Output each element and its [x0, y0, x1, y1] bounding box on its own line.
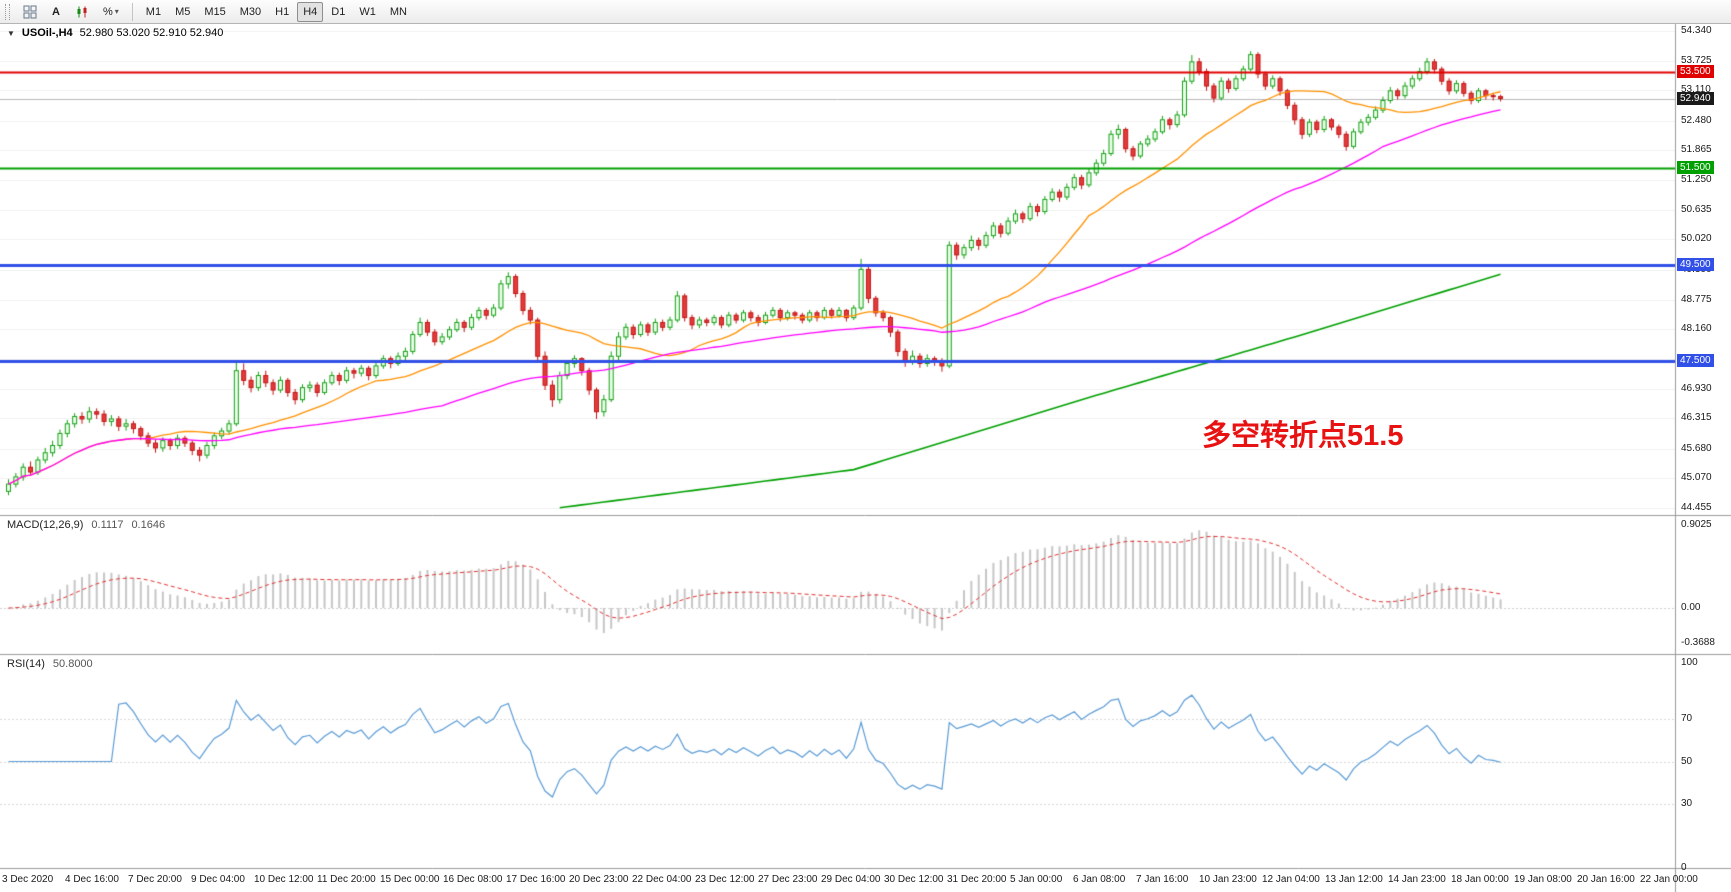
time-axis-label: 22 Jan 00:00 [1640, 874, 1698, 885]
ohlc-values: 52.980 53.020 52.910 52.940 [79, 27, 224, 39]
price-axis-label: 44.455 [1681, 502, 1712, 513]
price-axis-label: 45.070 [1681, 472, 1712, 484]
time-axis-label: 6 Jan 08:00 [1073, 874, 1126, 885]
price-tag: 52.940 [1677, 91, 1714, 105]
time-axis-label: 14 Jan 23:00 [1388, 874, 1446, 885]
price-axis-label: 52.480 [1681, 114, 1712, 126]
candlestick-icon [77, 6, 87, 17]
price-tag: 51.500 [1677, 161, 1714, 175]
macd-label: MACD(12,26,9) [7, 519, 84, 531]
time-axis-label: 15 Dec 00:00 [380, 874, 440, 885]
rsi-axis-label: 50 [1681, 755, 1693, 767]
price-tag: 49.500 [1677, 257, 1714, 271]
tile-windows-button[interactable] [17, 2, 43, 22]
letter-a-icon: A [52, 5, 60, 18]
chart-annotation: 多空转折点51.5 [1202, 420, 1404, 452]
time-axis-label: 16 Dec 08:00 [443, 874, 503, 885]
timeframe-toolbar: A % ▾ M1 M5 M15 M30 H1 H4 D1 W1 MN [0, 0, 1731, 24]
collapse-triangle-icon[interactable]: ▼ [7, 29, 15, 38]
macd-axis-label: -0.3688 [1681, 637, 1715, 649]
price-axis-label: 51.250 [1681, 174, 1712, 186]
chart-header: ▼ USOil-,H4 52.980 53.020 52.910 52.940 [7, 27, 223, 39]
price-axis-label: 53.725 [1681, 54, 1712, 66]
time-axis-label: 30 Dec 12:00 [884, 874, 944, 885]
macd-main-value: 0.1117 [91, 519, 124, 531]
rsi-axis-label: 0 [1681, 862, 1687, 873]
price-axis-label: 54.340 [1681, 25, 1712, 36]
time-axis-label: 29 Dec 04:00 [821, 874, 881, 885]
time-axis-label: 12 Jan 04:00 [1262, 874, 1320, 885]
time-axis-label: 31 Dec 20:00 [947, 874, 1007, 885]
rsi-header: RSI(14) 50.8000 [7, 658, 93, 670]
price-axis-label: 51.865 [1681, 144, 1712, 156]
time-axis-label: 18 Jan 00:00 [1451, 874, 1509, 885]
time-axis-label: 5 Jan 00:00 [1010, 874, 1063, 885]
price-axis-label: 48.775 [1681, 293, 1712, 305]
price-axis-label: 50.020 [1681, 233, 1712, 245]
percent-icon: % [103, 5, 113, 18]
chart-mode-button[interactable] [69, 2, 95, 22]
time-axis-label: 7 Jan 16:00 [1136, 874, 1189, 885]
letter-a-button[interactable]: A [45, 2, 67, 22]
macd-signal-value: 0.1646 [131, 519, 166, 531]
time-axis-label: 4 Dec 16:00 [65, 874, 119, 885]
time-axis-label: 23 Dec 12:00 [695, 874, 755, 885]
price-axis-label: 48.160 [1681, 323, 1712, 335]
timeframe-button-m15[interactable]: M15 [204, 5, 226, 18]
time-axis-label: 11 Dec 20:00 [317, 874, 376, 885]
price-axis-label: 46.930 [1681, 382, 1712, 394]
timeframe-button-mn[interactable]: MN [389, 5, 407, 18]
timeframe-button-m1[interactable]: M1 [145, 5, 162, 18]
timeframe-button-m30[interactable]: M30 [239, 5, 262, 18]
time-axis-label: 22 Dec 04:00 [632, 874, 692, 885]
timeframe-button-h4[interactable]: H4 [297, 1, 324, 22]
time-axis-label: 19 Jan 08:00 [1514, 874, 1572, 885]
price-axis-label: 46.315 [1681, 412, 1712, 424]
timeframe-button-h1[interactable]: H1 [275, 5, 290, 18]
macd-axis-label: 0.00 [1681, 602, 1701, 613]
time-axis-label: 10 Dec 12:00 [254, 874, 314, 885]
price-axis-label: 50.635 [1681, 203, 1712, 215]
time-axis-label: 13 Jan 12:00 [1325, 874, 1383, 885]
zoom-percent-button[interactable]: % ▾ [97, 2, 125, 22]
price-axis-label: 53.110 [1681, 84, 1711, 96]
toolbar-grip[interactable] [5, 3, 10, 20]
time-axis-label: 7 Dec 20:00 [128, 874, 182, 885]
toolbar-separator [131, 2, 133, 21]
time-axis-label: 27 Dec 23:00 [758, 874, 818, 885]
chevron-down-icon: ▾ [114, 7, 119, 16]
timeframe-button-d1[interactable]: D1 [331, 5, 346, 18]
rsi-axis-label: 100 [1681, 657, 1698, 668]
time-axis-label: 20 Jan 16:00 [1577, 874, 1635, 885]
time-axis-label: 20 Dec 23:00 [569, 874, 629, 885]
time-axis-label: 9 Dec 04:00 [191, 874, 245, 885]
timeframe-button-m5[interactable]: M5 [175, 5, 191, 18]
timeframe-button-w1[interactable]: W1 [359, 5, 376, 18]
rsi-axis-label: 70 [1681, 712, 1693, 724]
symbol-timeframe-label: USOil-,H4 [21, 27, 73, 39]
grid-icon [23, 5, 37, 18]
time-axis-label: 10 Jan 23:00 [1199, 874, 1257, 885]
time-axis-label: 3 Dec 2020 [2, 874, 54, 885]
rsi-value: 50.8000 [52, 658, 93, 670]
time-axis-label: 17 Dec 16:00 [506, 874, 566, 885]
rsi-label: RSI(14) [7, 658, 45, 670]
price-tag: 53.500 [1677, 64, 1714, 78]
price-tag: 47.500 [1677, 354, 1714, 368]
rsi-axis-label: 30 [1681, 798, 1693, 810]
price-axis-label: 45.680 [1681, 442, 1712, 454]
macd-axis-label: 0.9025 [1681, 519, 1712, 530]
macd-header: MACD(12,26,9) 0.1117 0.1646 [7, 519, 165, 531]
